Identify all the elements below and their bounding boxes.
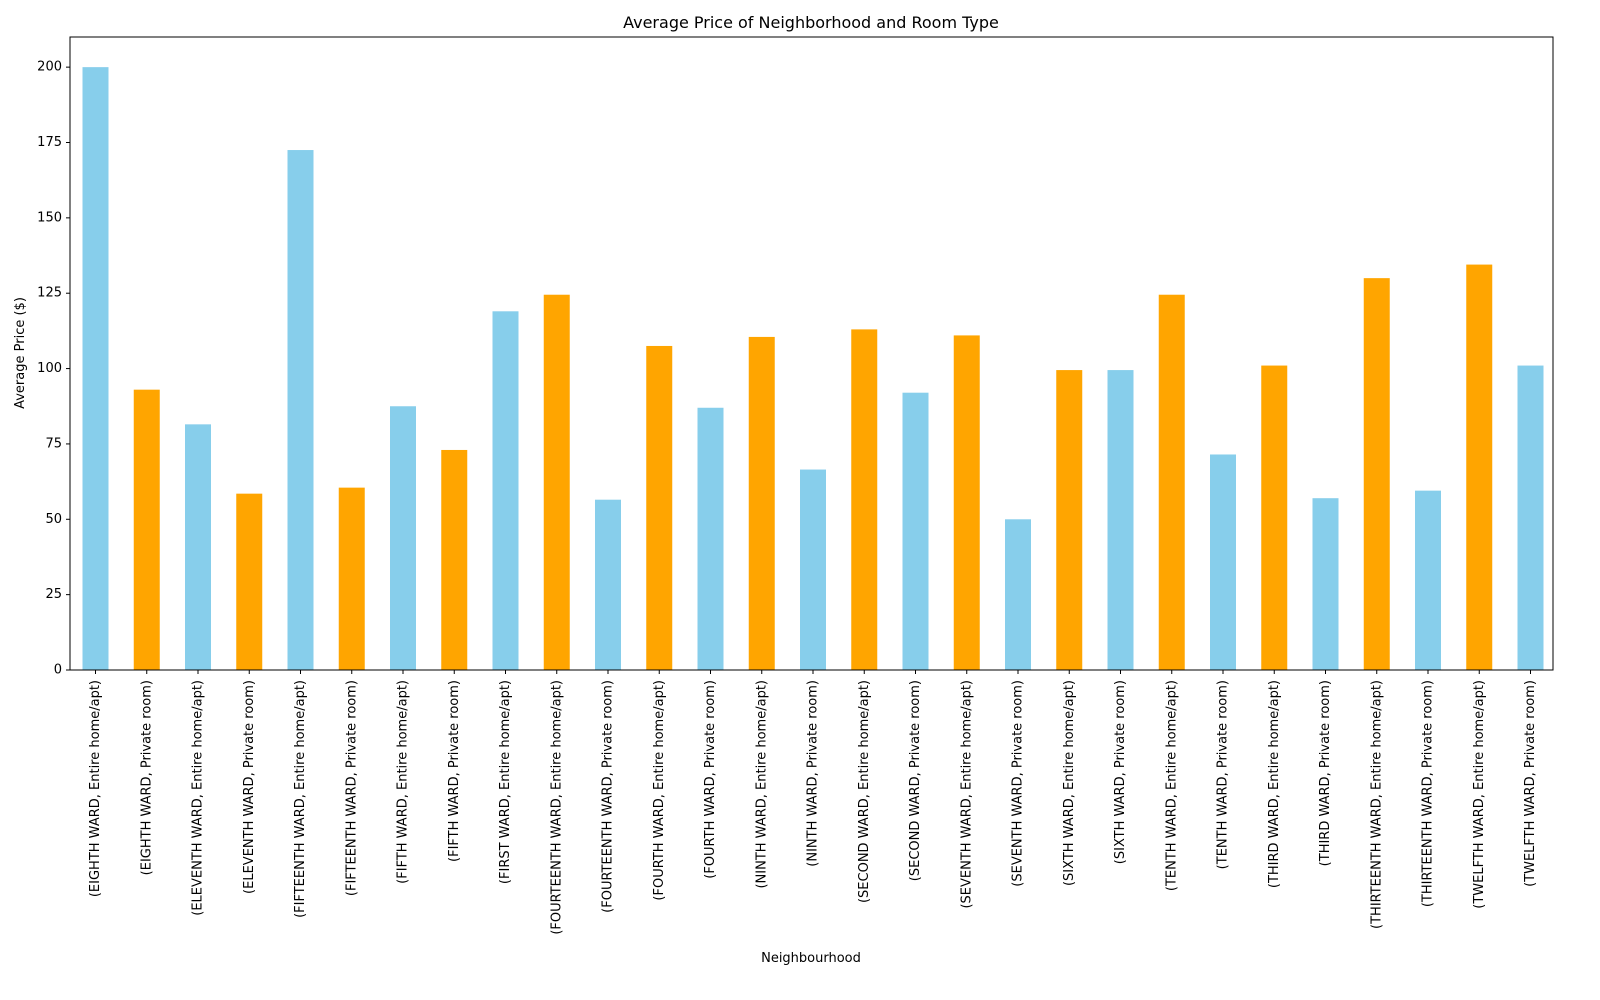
bar [697,407,724,670]
x-tick-label: (THIRTEENTH WARD, Entire home/apt) [1369,680,1384,929]
y-tick-label: 75 [45,436,62,451]
bar [492,311,519,670]
x-axis-label: Neighbourhood [761,951,861,966]
x-tick-label: (FIRST WARD, Entire home/apt) [498,680,513,884]
bar [953,335,980,670]
bar [1466,264,1493,670]
x-tick-label: (FIFTEENTH WARD, Entire home/apt) [293,680,308,918]
bar [1056,370,1083,670]
bar [1312,498,1339,670]
x-tick-label: (FOURTEENTH WARD, Private room) [601,680,616,913]
bar [133,389,160,670]
x-tick-label: (SEVENTH WARD, Private room) [1011,680,1026,887]
x-tick-label: (TWELFTH WARD, Private room) [1523,680,1538,887]
x-tick-label: (NINTH WARD, Entire home/apt) [754,680,769,889]
y-tick-label: 100 [37,361,62,376]
bar [338,487,365,670]
y-tick-label: 0 [54,663,62,678]
x-tick-label: (SECOND WARD, Private room) [908,680,923,881]
bar [390,406,416,670]
x-tick-label: (THIRD WARD, Private room) [1318,680,1333,866]
bar [595,499,621,670]
bar [646,345,673,670]
bar [82,67,109,670]
x-tick-label: (NINTH WARD, Private room) [806,680,821,867]
bar [1261,365,1288,670]
x-tick-label: (THIRD WARD, Entire home/apt) [1267,680,1282,888]
bar [1005,519,1031,670]
y-tick-label: 150 [37,210,62,225]
x-tick-label: (TENTH WARD, Private room) [1216,680,1231,869]
y-tick-label: 200 [37,60,62,75]
bars-group [82,67,1544,671]
x-tick-label: (SIXTH WARD, Private room) [1113,680,1128,864]
chart-title: Average Price of Neighborhood and Room T… [623,13,999,32]
bar [1363,278,1390,670]
x-tick-label: (SIXTH WARD, Entire home/apt) [1062,680,1077,886]
x-tick-label: (FIFTEENTH WARD, Private room) [344,680,359,896]
x-tick-label: (FIFTH WARD, Entire home/apt) [396,680,411,884]
bar [1415,490,1441,670]
x-axis: (EIGHTH WARD, Entire home/apt) (EIGHTH WA… [88,670,1538,935]
plot-frame [69,36,1554,671]
bar [1158,294,1185,670]
bar [287,150,314,671]
x-tick-label: (SECOND WARD, Entire home/apt) [857,680,872,903]
y-tick-label: 175 [37,135,62,150]
x-tick-label: (ELEVENTH WARD, Entire home/apt) [191,680,206,916]
y-axis-label: Average Price ($) [13,297,28,409]
bar [748,336,775,670]
y-tick-label: 25 [45,587,62,602]
bar [1210,454,1236,670]
bar [902,392,929,670]
x-tick-label: (FOURTH WARD, Entire home/apt) [652,680,667,901]
x-tick-label: (SEVENTH WARD, Entire home/apt) [959,680,974,909]
x-tick-label: (FOURTEENTH WARD, Entire home/apt) [549,680,564,935]
bar [851,329,878,670]
x-tick-label: (EIGHTH WARD, Private room) [139,680,154,875]
y-tick-label: 125 [37,286,62,301]
bar [441,449,468,670]
x-tick-label: (ELEVENTH WARD, Private room) [242,680,257,894]
x-tick-label: (EIGHTH WARD, Entire home/apt) [88,680,103,897]
bar [800,469,826,670]
bar [185,424,211,670]
y-axis: 0 25 50 75 100 125 150 175 200 [37,60,70,678]
y-tick-label: 50 [45,512,62,527]
bar [236,493,263,670]
x-tick-label: (TENTH WARD, Entire home/apt) [1164,680,1179,891]
bar [1517,365,1544,670]
x-tick-label: (THIRTEENTH WARD, Private room) [1421,680,1436,907]
bar [543,294,570,670]
x-tick-label: (FOURTH WARD, Private room) [703,680,718,879]
bar [1107,370,1134,670]
x-tick-label: (FIFTH WARD, Private room) [447,680,462,862]
x-tick-label: (TWELFTH WARD, Entire home/apt) [1472,680,1487,909]
